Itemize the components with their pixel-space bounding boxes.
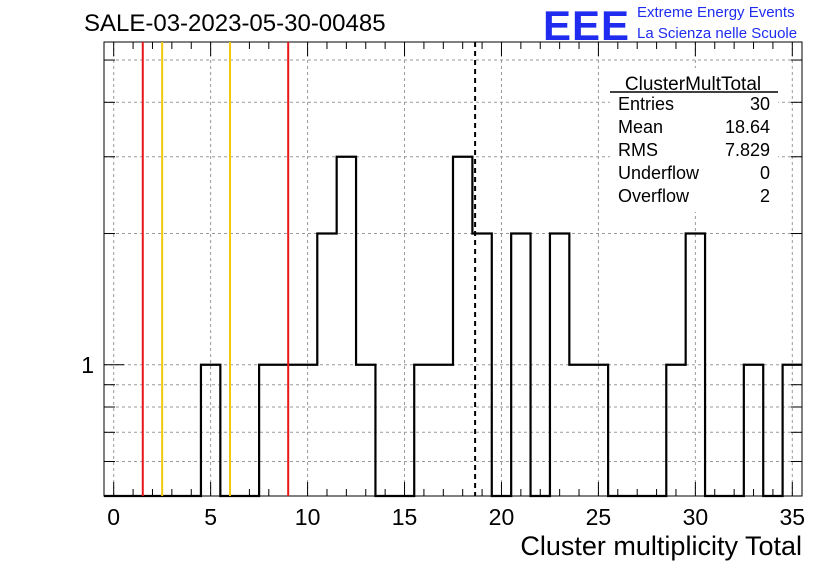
x-tick-label: 5: [204, 504, 217, 530]
stats-label: Overflow: [618, 186, 690, 206]
reference-lines: [141, 42, 477, 496]
axis-ticks: 0 5 10 15 20 25 30 351: [81, 42, 805, 530]
plot-frame: [103, 41, 803, 497]
stats-value: 30: [750, 94, 770, 114]
stats-box-name: ClusterMultTotal: [625, 74, 761, 95]
x-tick-label: 25: [586, 504, 612, 530]
chart-title: SALE-03-2023-05-30-00485: [84, 10, 386, 37]
x-tick-label: 35: [780, 504, 806, 530]
x-axis-label: Cluster multiplicity Total: [520, 531, 802, 561]
stats-value: 2: [760, 186, 770, 206]
stats-label: RMS: [618, 140, 658, 160]
y-tick-label: 1: [81, 352, 94, 378]
logo-line-2: La Scienza nelle Scuole: [637, 25, 798, 42]
eee-logo: EEE: [543, 2, 631, 49]
stats-value: 18.64: [725, 117, 770, 137]
stats-label: Underflow: [618, 163, 700, 183]
logo-line-1: Extreme Energy Events: [637, 4, 795, 21]
stats-value: 7.829: [725, 140, 770, 160]
histogram-layer: [104, 155, 802, 498]
x-tick-label: 15: [392, 504, 418, 530]
x-tick-label: 30: [683, 504, 709, 530]
stats-box: ClusterMultTotal Entries 30 Mean 18.64 RMS 7.…: [610, 68, 778, 212]
x-tick-label: 0: [107, 504, 120, 530]
histogram-outline: [104, 155, 802, 498]
histogram-bin: [453, 157, 472, 496]
histogram-bin: [337, 157, 356, 496]
stats-label: Mean: [618, 117, 663, 137]
stats-label: Entries: [618, 94, 674, 114]
x-tick-label: 20: [489, 504, 515, 530]
x-tick-label: 10: [295, 504, 321, 530]
stats-value: 0: [760, 163, 770, 183]
